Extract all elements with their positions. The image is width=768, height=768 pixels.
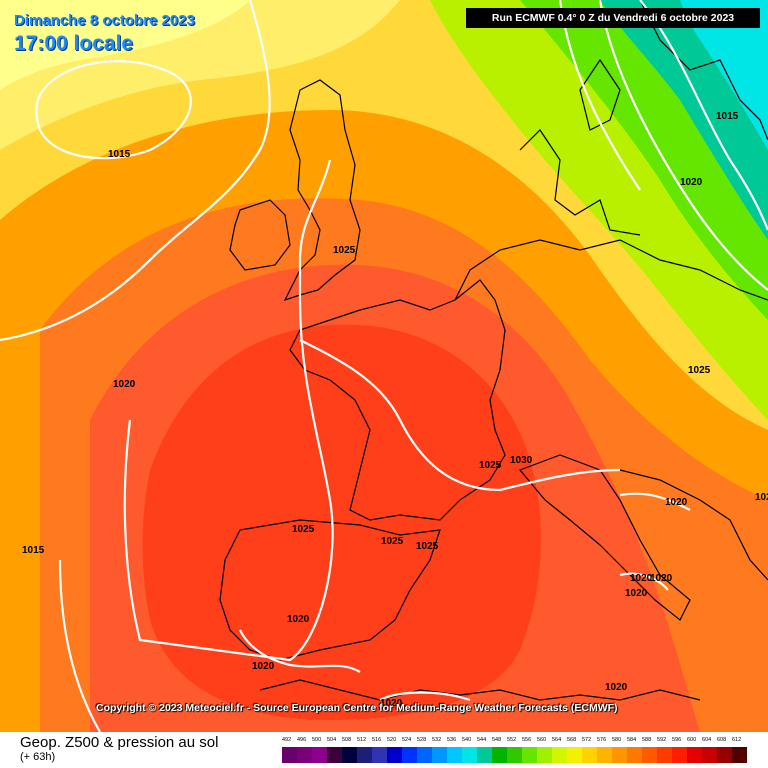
- color-scale-bar: [282, 747, 747, 763]
- scale-tick-label: 532: [432, 737, 442, 743]
- scale-swatch: [462, 747, 477, 763]
- scale-swatch: [477, 747, 492, 763]
- scale-swatch: [642, 747, 657, 763]
- map-parameter-title: Geop. Z500 & pression au sol: [20, 734, 219, 751]
- scale-tick-label: 544: [477, 737, 487, 743]
- forecast-lead-time: (+ 63h): [20, 751, 56, 763]
- isobar-label: 1020: [630, 573, 653, 584]
- isobar-label: 1015: [716, 111, 739, 122]
- z500-band-cyan: [680, 0, 768, 150]
- scale-tick-label: 540: [462, 737, 472, 743]
- isobar-label: 1025: [688, 365, 711, 376]
- scale-tick-label: 536: [447, 737, 457, 743]
- scale-tick-label: 520: [387, 737, 397, 743]
- isobar-label: 1020: [625, 588, 648, 599]
- scale-swatch: [357, 747, 372, 763]
- scale-swatch: [552, 747, 567, 763]
- scale-tick-label: 496: [297, 737, 307, 743]
- scale-swatch: [372, 747, 387, 763]
- scale-swatch: [672, 747, 687, 763]
- isobar-label: 1020: [680, 177, 703, 188]
- scale-tick-label: 508: [342, 737, 352, 743]
- scale-tick-label: 528: [417, 737, 427, 743]
- scale-tick-label: 564: [552, 737, 562, 743]
- scale-swatch: [297, 747, 312, 763]
- scale-tick-label: 608: [717, 737, 727, 743]
- scale-tick-label: 604: [702, 737, 712, 743]
- scale-swatch: [537, 747, 552, 763]
- isobar-label: 1020: [380, 698, 403, 709]
- scale-swatch: [717, 747, 732, 763]
- scale-tick-label: 500: [312, 737, 322, 743]
- geopotential-map: 1015 1015 1020 1025 1020 1025 1025 1030 …: [0, 0, 768, 732]
- scale-swatch: [432, 747, 447, 763]
- scale-tick-label: 596: [672, 737, 682, 743]
- scale-tick-label: 524: [402, 737, 412, 743]
- forecast-time-title: 17:00 locale: [14, 32, 134, 55]
- scale-tick-label: 568: [567, 737, 577, 743]
- scale-swatch: [612, 747, 627, 763]
- scale-swatch: [387, 747, 402, 763]
- scale-tick-label: 552: [507, 737, 517, 743]
- isobar-label: 1020: [113, 379, 136, 390]
- isobar-label: 1025: [292, 524, 315, 535]
- scale-tick-label: 572: [582, 737, 592, 743]
- scale-swatch: [507, 747, 522, 763]
- scale-swatch: [327, 747, 342, 763]
- scale-swatch: [282, 747, 297, 763]
- scale-swatch: [417, 747, 432, 763]
- scale-tick-label: 548: [492, 737, 502, 743]
- isobar-label: 1020: [605, 682, 628, 693]
- scale-tick-label: 516: [372, 737, 382, 743]
- scale-tick-label: 556: [522, 737, 532, 743]
- scale-swatch: [687, 747, 702, 763]
- scale-swatch: [597, 747, 612, 763]
- scale-tick-label: 512: [357, 737, 367, 743]
- scale-tick-label: 600: [687, 737, 697, 743]
- scale-tick-label: 492: [282, 737, 292, 743]
- scale-swatch: [627, 747, 642, 763]
- z500-band-pale: [0, 0, 250, 90]
- scale-swatch: [492, 747, 507, 763]
- isobar-label: 1020: [650, 573, 673, 584]
- scale-tick-label: 504: [327, 737, 337, 743]
- isobar-label: 1020: [252, 661, 275, 672]
- isobar-labels: 1015 1015 1020 1025 1020 1025 1025 1030 …: [22, 111, 768, 709]
- isobar-label: 1015: [22, 545, 45, 556]
- scale-swatch: [402, 747, 417, 763]
- isobar-label: 1015: [108, 149, 131, 160]
- scale-swatch: [522, 747, 537, 763]
- scale-swatch: [447, 747, 462, 763]
- isobar-label: 1020: [287, 614, 310, 625]
- scale-tick-label: 592: [657, 737, 667, 743]
- scale-tick-label: 560: [537, 737, 547, 743]
- scale-tick-label: 588: [642, 737, 652, 743]
- scale-swatch: [582, 747, 597, 763]
- copyright-notice: Copyright © 2023 Meteociel.fr - Source E…: [96, 702, 618, 714]
- isobar-label: 1025: [479, 460, 502, 471]
- coastlines: [219, 0, 768, 701]
- scale-tick-label: 584: [627, 737, 637, 743]
- isobar-label: 1020: [755, 492, 768, 503]
- isobars: [0, 0, 768, 732]
- forecast-date-title: Dimanche 8 octobre 2023: [14, 12, 195, 29]
- isobar-label: 1030: [510, 455, 533, 466]
- scale-swatch: [567, 747, 582, 763]
- scale-swatch: [342, 747, 357, 763]
- isobar-label: 1025: [333, 245, 356, 256]
- scale-tick-label: 580: [612, 737, 622, 743]
- z500-band-deepred: [142, 324, 541, 720]
- scale-swatch: [312, 747, 327, 763]
- isobar-label: 1025: [416, 541, 439, 552]
- isobar-label: 1025: [381, 536, 404, 547]
- scale-tick-label: 576: [597, 737, 607, 743]
- isobar-label: 1020: [665, 497, 688, 508]
- scale-swatch: [732, 747, 747, 763]
- scale-swatch: [657, 747, 672, 763]
- scale-swatch: [702, 747, 717, 763]
- scale-tick-label: 612: [732, 737, 742, 743]
- model-run-label: Run ECMWF 0.4° 0 Z du Vendredi 6 octobre…: [466, 8, 760, 28]
